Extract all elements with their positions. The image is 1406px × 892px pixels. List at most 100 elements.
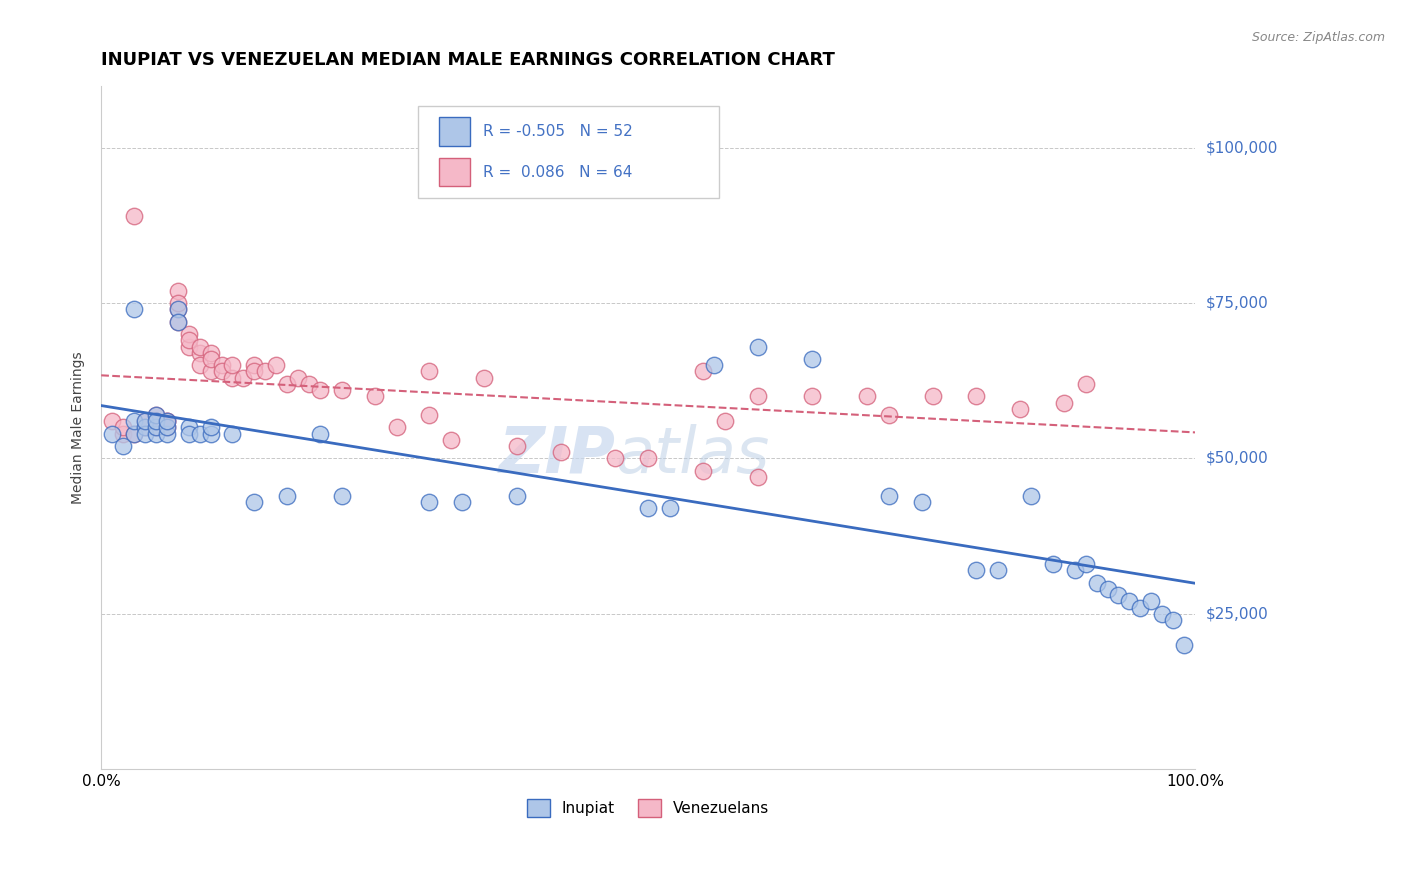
- Point: [134, 420, 156, 434]
- Point: [188, 426, 211, 441]
- Point: [747, 470, 769, 484]
- Point: [145, 420, 167, 434]
- Point: [747, 389, 769, 403]
- Point: [659, 501, 682, 516]
- Text: R = -0.505   N = 52: R = -0.505 N = 52: [482, 124, 633, 139]
- Point: [188, 346, 211, 360]
- Point: [254, 364, 277, 378]
- Point: [451, 495, 474, 509]
- Point: [145, 420, 167, 434]
- Point: [101, 426, 124, 441]
- Point: [385, 420, 408, 434]
- Point: [211, 358, 233, 372]
- Point: [200, 426, 222, 441]
- Point: [166, 284, 188, 298]
- Point: [1085, 575, 1108, 590]
- Point: [637, 451, 659, 466]
- Point: [856, 389, 879, 403]
- Text: $100,000: $100,000: [1206, 140, 1278, 155]
- Point: [264, 358, 287, 372]
- Point: [309, 426, 332, 441]
- Point: [177, 426, 200, 441]
- Point: [1161, 613, 1184, 627]
- Text: ZIP: ZIP: [498, 424, 616, 486]
- Point: [506, 439, 529, 453]
- Point: [145, 414, 167, 428]
- Point: [101, 414, 124, 428]
- Text: INUPIAT VS VENEZUELAN MEDIAN MALE EARNINGS CORRELATION CHART: INUPIAT VS VENEZUELAN MEDIAN MALE EARNIN…: [101, 51, 835, 69]
- Point: [1074, 376, 1097, 391]
- Point: [166, 302, 188, 317]
- Point: [145, 414, 167, 428]
- Point: [287, 370, 309, 384]
- Point: [122, 209, 145, 223]
- Point: [418, 364, 440, 378]
- Point: [243, 364, 266, 378]
- Point: [1129, 600, 1152, 615]
- Point: [877, 489, 900, 503]
- Point: [801, 351, 824, 366]
- Point: [232, 370, 254, 384]
- Point: [910, 495, 932, 509]
- Point: [156, 414, 179, 428]
- Point: [1063, 563, 1085, 577]
- Point: [363, 389, 385, 403]
- Point: [276, 489, 298, 503]
- Text: atlas: atlas: [616, 424, 769, 486]
- Point: [122, 302, 145, 317]
- Point: [1107, 588, 1129, 602]
- Point: [1053, 395, 1076, 409]
- Point: [188, 340, 211, 354]
- Point: [145, 408, 167, 422]
- Point: [188, 358, 211, 372]
- Point: [145, 426, 167, 441]
- Point: [166, 315, 188, 329]
- Point: [134, 426, 156, 441]
- Point: [605, 451, 627, 466]
- Point: [713, 414, 735, 428]
- Point: [200, 346, 222, 360]
- Point: [330, 489, 353, 503]
- Point: [166, 302, 188, 317]
- Point: [177, 420, 200, 434]
- Point: [122, 426, 145, 441]
- Point: [112, 426, 135, 441]
- Bar: [439, 158, 470, 186]
- Point: [550, 445, 572, 459]
- Text: R =  0.086   N = 64: R = 0.086 N = 64: [482, 164, 633, 179]
- Point: [200, 364, 222, 378]
- Text: $50,000: $50,000: [1206, 451, 1268, 466]
- Point: [134, 420, 156, 434]
- Point: [166, 296, 188, 310]
- Text: $25,000: $25,000: [1206, 607, 1268, 622]
- Point: [200, 420, 222, 434]
- Point: [440, 433, 463, 447]
- Point: [1042, 557, 1064, 571]
- FancyBboxPatch shape: [419, 106, 720, 198]
- Point: [243, 358, 266, 372]
- Point: [747, 340, 769, 354]
- Point: [965, 389, 987, 403]
- Point: [177, 327, 200, 342]
- Point: [156, 414, 179, 428]
- Point: [156, 420, 179, 434]
- Point: [166, 315, 188, 329]
- Point: [1097, 582, 1119, 596]
- Point: [134, 414, 156, 428]
- Point: [418, 495, 440, 509]
- Bar: [439, 118, 470, 146]
- Point: [221, 358, 243, 372]
- Point: [418, 408, 440, 422]
- Point: [298, 376, 321, 391]
- Point: [112, 420, 135, 434]
- Point: [221, 426, 243, 441]
- Legend: Inupiat, Venezuelans: Inupiat, Venezuelans: [520, 793, 776, 823]
- Point: [1173, 638, 1195, 652]
- Point: [877, 408, 900, 422]
- Point: [177, 340, 200, 354]
- Point: [156, 414, 179, 428]
- Point: [200, 351, 222, 366]
- Point: [921, 389, 943, 403]
- Point: [1152, 607, 1174, 621]
- Point: [692, 364, 714, 378]
